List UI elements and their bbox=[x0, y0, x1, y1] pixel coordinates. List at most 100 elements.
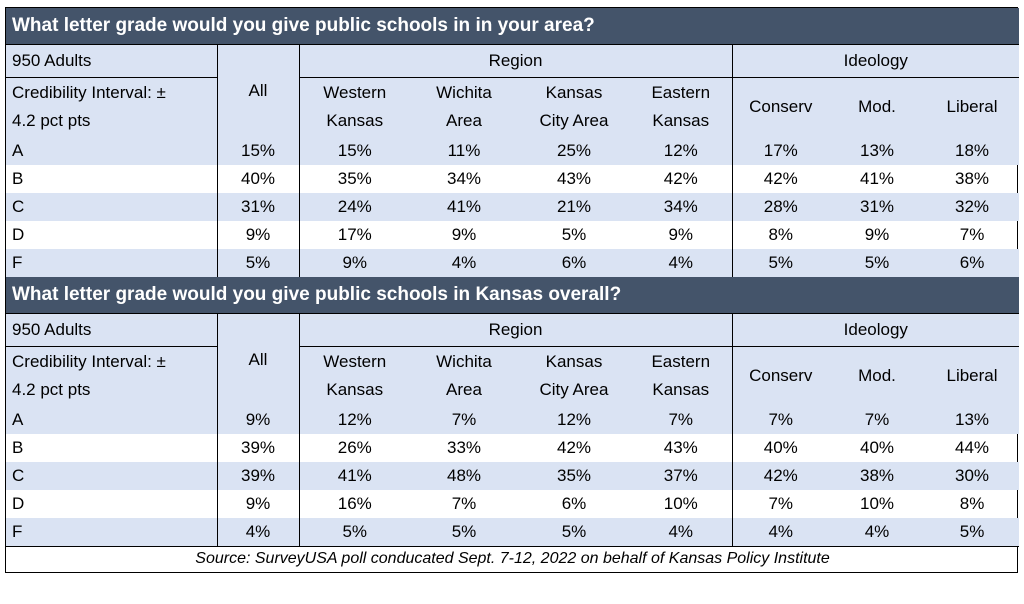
grade-label: F bbox=[6, 518, 218, 546]
percent-cell: 9% bbox=[217, 221, 300, 249]
credibility-interval-label: Credibility Interval: ± 4.2 pct pts bbox=[6, 77, 218, 137]
percent-cell: 37% bbox=[630, 462, 733, 490]
percent-cell: 13% bbox=[829, 137, 925, 165]
column-header-line-2: Kansas bbox=[652, 111, 710, 131]
percent-cell: 41% bbox=[410, 193, 518, 221]
column-header: Western Kansas bbox=[299, 77, 410, 137]
percent-cell: 5% bbox=[732, 249, 829, 277]
percent-cell: 15% bbox=[217, 137, 300, 165]
table-row: D 9% 16% 7% 6% 10% 7% 10% 8% bbox=[6, 490, 1019, 518]
column-header-line-1: Liberal bbox=[946, 366, 998, 386]
percent-cell: 42% bbox=[630, 165, 733, 193]
table-row: A 9% 12% 7% 12% 7% 7% 7% 13% bbox=[6, 406, 1020, 434]
percent-cell: 5% bbox=[410, 518, 518, 546]
column-header: Western Kansas bbox=[299, 346, 410, 406]
column-header: Conserv bbox=[732, 346, 829, 406]
column-header-line-2: Area bbox=[446, 380, 482, 400]
percent-cell: 30% bbox=[925, 462, 1020, 490]
column-header: Mod. bbox=[829, 77, 925, 137]
column-header-line-1: Mod. bbox=[858, 366, 896, 386]
percent-cell: 34% bbox=[630, 193, 733, 221]
grade-label: A bbox=[6, 137, 218, 165]
column-header-line-1: Conserv bbox=[749, 97, 813, 117]
percent-cell: 41% bbox=[299, 462, 410, 490]
percent-cell: 35% bbox=[518, 462, 630, 490]
column-header-line-2: Kansas bbox=[326, 380, 384, 400]
percent-cell: 4% bbox=[630, 249, 733, 277]
column-header: Eastern Kansas bbox=[630, 77, 733, 137]
ci-line-2: 4.2 pct pts bbox=[12, 380, 91, 400]
percent-cell: 41% bbox=[859, 169, 895, 188]
column-header-line-1: Western bbox=[323, 352, 387, 372]
column-header-line-2: Kansas bbox=[326, 111, 384, 131]
percent-cell: 10% bbox=[859, 494, 895, 513]
percent-cell: 25% bbox=[518, 137, 630, 165]
grade-label: D bbox=[6, 221, 218, 249]
question-title-row: What letter grade would you give public … bbox=[6, 277, 1020, 314]
percent-cell: 7% bbox=[732, 406, 829, 434]
percent-cell: 4% bbox=[410, 249, 518, 277]
percent-cell: 17% bbox=[337, 225, 372, 244]
column-header: Kansas City Area bbox=[518, 77, 630, 137]
percent-cell: 48% bbox=[410, 462, 518, 490]
source-note: Source: SurveyUSA poll conducated Sept. … bbox=[6, 545, 1020, 572]
percent-cell: 40% bbox=[763, 438, 798, 457]
column-header: Mod. bbox=[829, 346, 925, 406]
ideology-group-header: Ideology bbox=[732, 313, 1020, 347]
column-header-line-1: Eastern bbox=[651, 352, 711, 372]
percent-cell: 4% bbox=[732, 518, 829, 546]
percent-cell: 34% bbox=[446, 169, 482, 188]
percent-cell: 21% bbox=[518, 193, 630, 221]
percent-cell: 4% bbox=[217, 518, 300, 546]
table-row: F 4% 5% 5% 5% 4% 4% 4% 5% bbox=[6, 518, 1020, 546]
table-row: B 39% 26% 33% 42% 43% 40% 40% 44% bbox=[6, 434, 1019, 462]
percent-cell: 32% bbox=[925, 193, 1020, 221]
column-header: Liberal bbox=[925, 346, 1020, 406]
percent-cell: 39% bbox=[217, 462, 300, 490]
grade-label: F bbox=[6, 249, 218, 277]
percent-cell: 7% bbox=[959, 225, 985, 244]
percent-cell: 5% bbox=[829, 249, 925, 277]
sample-size-label: 950 Adults bbox=[6, 313, 218, 347]
header-row: 950 Adults All Region Ideology bbox=[6, 313, 1020, 406]
column-header-line-1: Wichita bbox=[436, 83, 492, 103]
grade-label: C bbox=[6, 193, 218, 221]
percent-cell: 4% bbox=[829, 518, 925, 546]
percent-cell: 18% bbox=[925, 137, 1020, 165]
percent-cell: 6% bbox=[561, 494, 587, 513]
percent-cell: 17% bbox=[732, 137, 829, 165]
question-title: What letter grade would you give public … bbox=[6, 277, 1020, 314]
percent-cell: 5% bbox=[925, 518, 1020, 546]
column-header: Kansas City Area bbox=[518, 346, 630, 406]
table-row: F 5% 9% 4% 6% 4% 5% 5% 6% bbox=[6, 249, 1020, 277]
percent-cell: 10% bbox=[630, 490, 733, 518]
poll-results-document: What letter grade would you give public … bbox=[5, 7, 1020, 573]
percent-cell: 4% bbox=[630, 518, 733, 546]
ci-line-1: Credibility Interval: ± bbox=[12, 83, 166, 103]
percent-cell: 16% bbox=[337, 494, 372, 513]
all-column-header: All bbox=[217, 44, 300, 137]
percent-cell: 15% bbox=[299, 137, 410, 165]
percent-cell: 33% bbox=[446, 438, 482, 457]
percent-cell: 11% bbox=[410, 137, 518, 165]
column-header: Eastern Kansas bbox=[630, 346, 733, 406]
percent-cell: 12% bbox=[518, 406, 630, 434]
column-header: Liberal bbox=[925, 77, 1020, 137]
all-column-header: All bbox=[217, 313, 300, 406]
grade-label: B bbox=[6, 165, 218, 193]
column-header-line-1: Liberal bbox=[946, 97, 998, 117]
column-header: Wichita Area bbox=[410, 77, 518, 137]
percent-cell: 9% bbox=[630, 221, 733, 249]
percent-cell: 8% bbox=[768, 225, 794, 244]
percent-cell: 35% bbox=[337, 169, 372, 188]
column-header-line-2: Kansas bbox=[652, 380, 710, 400]
column-header-line-1: Mod. bbox=[858, 97, 896, 117]
grade-label: D bbox=[6, 490, 218, 518]
percent-cell: 28% bbox=[732, 193, 829, 221]
percent-cell: 9% bbox=[299, 249, 410, 277]
column-header-line-1: Western bbox=[323, 83, 387, 103]
percent-cell: 5% bbox=[518, 518, 630, 546]
percent-cell: 40% bbox=[859, 438, 895, 457]
percent-cell: 9% bbox=[217, 406, 300, 434]
table-row: C 39% 41% 48% 35% 37% 42% 38% 30% bbox=[6, 462, 1020, 490]
